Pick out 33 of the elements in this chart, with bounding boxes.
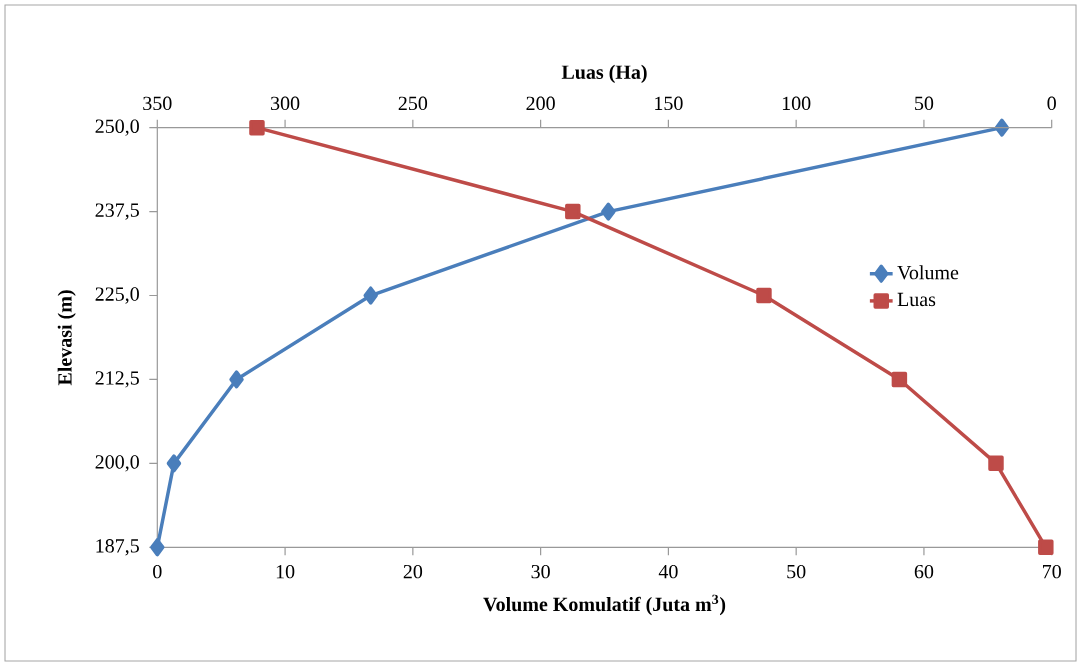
point <box>363 286 378 305</box>
x-tick-label: 50 <box>787 564 806 579</box>
x-tick-label: 30 <box>531 564 550 579</box>
x2-tick-label: 250 <box>398 96 428 111</box>
point <box>166 454 182 473</box>
x2-tick-label: 300 <box>271 96 300 111</box>
point <box>601 202 616 221</box>
x-tick-label: 40 <box>658 564 678 579</box>
point <box>150 538 165 557</box>
y-tick-label: 237,5 <box>95 203 139 220</box>
x2-tick-label: 200 <box>526 96 555 111</box>
point <box>994 118 1010 137</box>
x2-tick-label: 100 <box>782 96 811 111</box>
x-tick-label: 10 <box>276 564 295 579</box>
legend-label: Volume <box>897 265 959 280</box>
x-axis-title: Volume Komulatif (Juta m$^{3}$) <box>483 594 726 616</box>
x2-tick-label: 350 <box>143 96 172 111</box>
y-tick-label: 225,0 <box>95 287 139 304</box>
y-tick-label: 200,0 <box>95 455 139 472</box>
x-tick-label: 20 <box>403 564 423 579</box>
x2-tick-label: 50 <box>915 96 934 111</box>
x-tick-label: 0 <box>153 564 162 579</box>
x2-tick-label: 150 <box>655 96 683 111</box>
x2-axis-title: Luas (Ha) <box>561 64 647 83</box>
y-tick-label: 212,5 <box>95 371 139 388</box>
y-tick-label: 250,0 <box>95 119 139 136</box>
x-tick-label: 70 <box>1043 564 1061 579</box>
x2-tick-label: 0 <box>1047 96 1056 111</box>
point <box>229 370 244 389</box>
y-axis-title: Elevasi (m) <box>57 290 76 386</box>
y-tick-label: 187,5 <box>96 539 139 556</box>
x-tick-label: 60 <box>914 564 934 579</box>
legend-label: Luas <box>897 292 936 307</box>
